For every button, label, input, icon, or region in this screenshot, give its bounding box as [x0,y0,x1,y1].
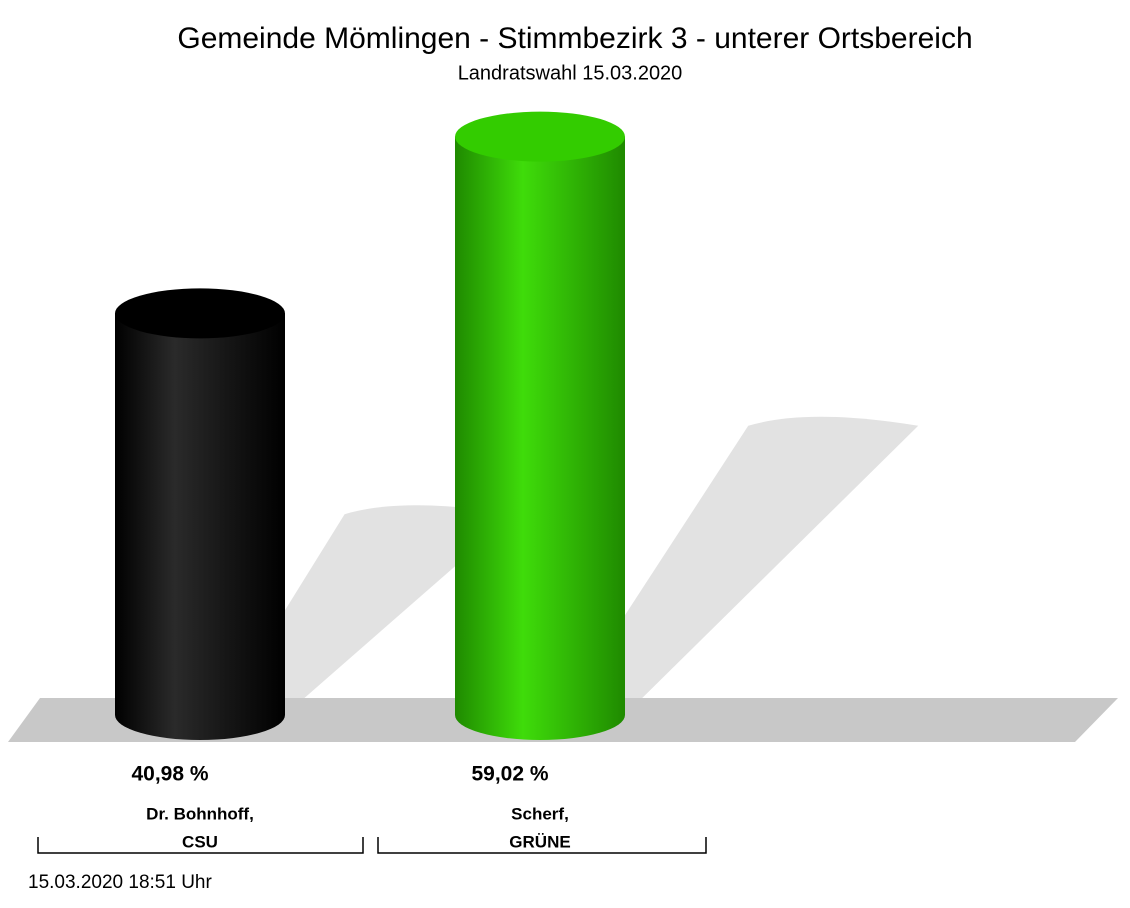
value-label: 40,98 % [131,763,208,786]
bar-top [455,111,625,162]
category-brackets [37,837,707,854]
category-label: Scherf, [511,804,569,823]
shadows [220,416,919,715]
category-label: Dr. Bohnhoff, [146,804,254,823]
chart-title: Gemeinde Mömlingen - Stimmbezirk 3 - unt… [177,22,972,55]
bars [115,111,625,740]
category-label: CSU [182,832,218,851]
bar [455,136,625,740]
bar-shadow [220,505,515,715]
value-label: 59,02 % [471,763,548,786]
footer: 15.03.2020 18:51 Uhr [28,872,212,893]
chart-subtitle: Landratswahl 15.03.2020 [458,62,683,84]
bar-top [115,288,285,339]
bar-shadow [560,416,919,715]
category-label: GRÜNE [509,832,570,851]
bar [115,313,285,740]
